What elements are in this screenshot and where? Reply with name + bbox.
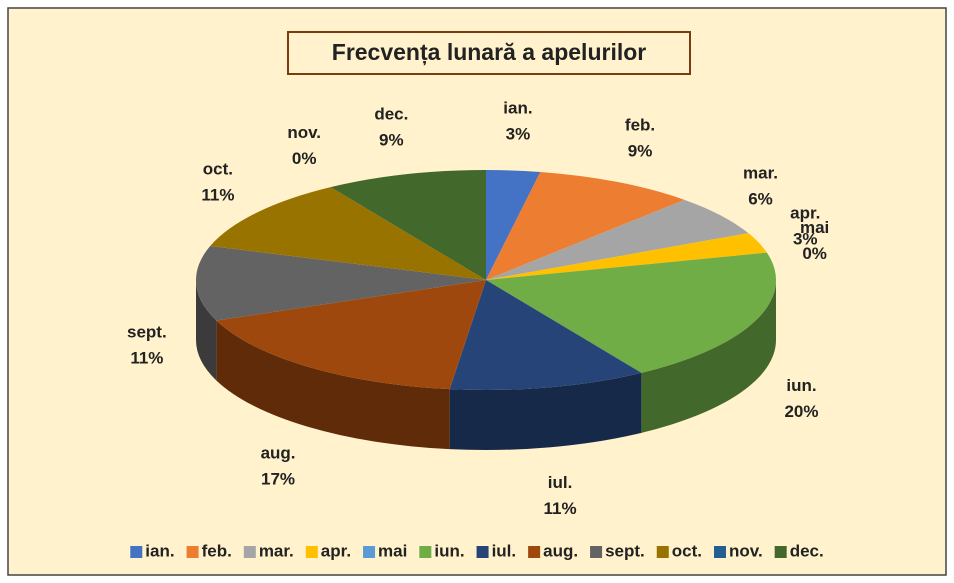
data-label: 11% (130, 348, 163, 367)
legend-swatch (714, 546, 726, 558)
category-label: iun. (786, 376, 816, 395)
legend-label: apr. (321, 541, 351, 560)
category-label: mai (800, 218, 829, 237)
legend-label: iul. (492, 541, 517, 560)
data-label: 0% (292, 149, 317, 168)
slice (330, 170, 486, 280)
slice (486, 233, 767, 280)
legend-swatch (243, 546, 256, 558)
legend-swatch (130, 546, 143, 558)
legend-swatch (590, 546, 603, 558)
chart-title: Frecvența lunară a apelurilor (332, 39, 647, 66)
slice-side (641, 280, 776, 433)
legend-swatch (476, 546, 489, 558)
data-label: 11% (543, 499, 576, 518)
legend-swatch (656, 546, 669, 558)
slice (216, 280, 487, 390)
category-label: mar. (743, 164, 778, 183)
slice (449, 280, 642, 390)
legend-label: mai (378, 541, 407, 560)
slice (486, 170, 541, 280)
category-label: aug. (261, 444, 296, 463)
category-label: iul. (548, 473, 573, 492)
legend-label: oct. (672, 541, 702, 560)
category-label: feb. (625, 115, 655, 134)
legend-label: aug. (543, 541, 578, 560)
legend-swatch (186, 546, 199, 558)
legend-swatch (419, 546, 432, 558)
category-label: apr. (790, 203, 820, 222)
legend-label: feb. (202, 541, 232, 560)
category-label: ian. (503, 99, 532, 118)
legend-label: iun. (434, 541, 464, 560)
category-label: sept. (127, 322, 167, 341)
legend-swatch (363, 546, 376, 558)
slice (486, 252, 776, 373)
legend-swatch (305, 546, 318, 558)
data-label: 6% (748, 190, 773, 209)
legend-label: sept. (605, 541, 645, 560)
slice-side (216, 320, 450, 450)
category-label: oct. (203, 160, 233, 179)
slice (486, 199, 749, 280)
slice-side (449, 372, 642, 450)
legend-label: nov. (729, 541, 763, 560)
slice (486, 171, 685, 280)
data-label: 11% (201, 186, 234, 205)
slice (196, 246, 486, 321)
legend-label: mar. (259, 541, 294, 560)
data-label: 3% (506, 125, 531, 144)
data-label: 9% (628, 141, 653, 160)
category-label: nov. (287, 123, 321, 142)
legend-swatch (774, 546, 787, 558)
slice-side (196, 280, 217, 381)
data-label: 20% (784, 402, 818, 421)
title-box (287, 31, 691, 75)
data-label: 0% (802, 244, 827, 263)
data-label: 3% (793, 229, 818, 248)
legend-label: ian. (145, 541, 174, 560)
legend-label: dec. (790, 541, 824, 560)
data-label: 17% (261, 470, 295, 489)
slice (210, 187, 486, 280)
category-label: dec. (374, 104, 408, 123)
data-label: 9% (379, 130, 404, 149)
legend-swatch (528, 546, 541, 558)
